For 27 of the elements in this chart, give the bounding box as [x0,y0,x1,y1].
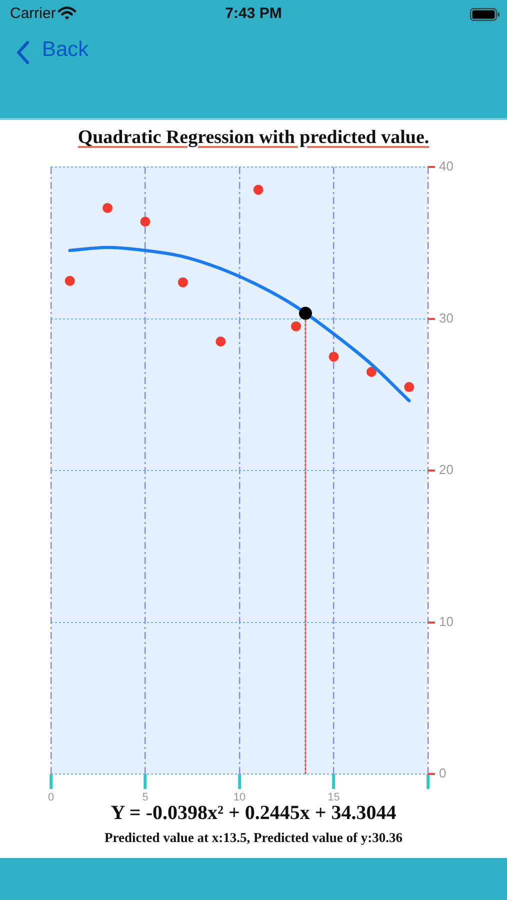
point [253,184,264,195]
text: 7:43 PM [225,5,282,22]
point [140,216,150,227]
chart-title: Quadratic Regression with predicted value. [78,127,430,148]
y-tick-label: 30 [439,310,454,326]
y-tick-label: 40 [439,158,454,174]
text: Predicted value at x:13.5, Predicted value of y:30.36 [104,830,402,845]
point [298,306,312,320]
point [291,321,302,332]
point [366,366,376,377]
y-tick-label: 0 [439,766,446,781]
point [102,202,113,213]
x-tick-label: 15 [328,792,340,804]
point [178,277,188,288]
point [328,352,339,362]
y-tick-label: 10 [439,614,454,629]
x-tick-label: 10 [233,792,246,804]
point [64,276,75,286]
x-tick-label: 5 [142,792,148,804]
point [216,336,226,347]
point [404,382,414,392]
text: Y = -0.0398x² + 0.2445x + 34.3044 [110,802,396,824]
line-series [68,246,411,402]
y-tick-label: 20 [439,462,454,478]
text: Carrier [10,5,56,22]
x-tick-label: 0 [48,792,54,804]
text: Back [42,38,89,61]
